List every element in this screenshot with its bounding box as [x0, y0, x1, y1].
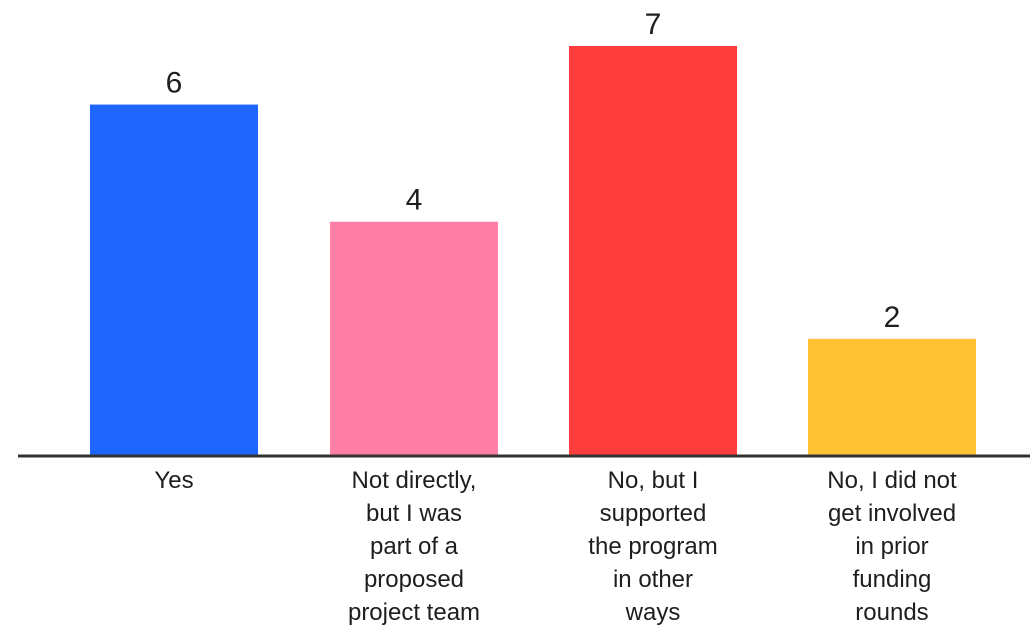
value-labels-group: 6 4 7 2	[166, 8, 901, 334]
category-label-line: No, I did not	[827, 467, 957, 494]
category-label-line: Not directly,	[352, 467, 477, 494]
category-label-line: in other	[613, 566, 693, 593]
bar-4	[808, 338, 976, 456]
category-label-1: Yes	[154, 467, 193, 494]
bars-group	[90, 46, 976, 457]
category-label-line: but I was	[366, 500, 462, 527]
category-label-line: rounds	[855, 599, 928, 626]
bar-3	[569, 46, 737, 456]
category-label-3: No, but I supported the program in other way…	[588, 467, 717, 626]
value-label-4: 2	[884, 301, 901, 334]
value-label-2: 4	[406, 184, 423, 217]
category-label-line: get involved	[828, 500, 956, 527]
value-label-1: 6	[166, 67, 183, 100]
category-label-line: part of a	[370, 533, 459, 560]
category-label-line: the program	[588, 533, 717, 560]
category-label-2: Not directly, but I was part of a proposed p…	[348, 467, 480, 626]
category-label-line: in prior	[855, 533, 928, 560]
category-label-line: Yes	[154, 467, 193, 494]
category-label-4: No, I did not get involved in prior funding…	[827, 467, 957, 626]
category-label-line: No, but I	[608, 467, 699, 494]
category-label-line: supported	[600, 500, 707, 527]
bar-2	[330, 221, 498, 456]
value-label-3: 7	[645, 8, 662, 41]
category-label-line: proposed	[364, 566, 464, 593]
category-label-line: funding	[853, 566, 932, 593]
category-label-line: project team	[348, 599, 480, 626]
category-label-line: ways	[625, 599, 681, 626]
category-labels-group: Yes Not directly, but I was part of a propos…	[154, 467, 957, 626]
bar-1	[90, 104, 258, 457]
